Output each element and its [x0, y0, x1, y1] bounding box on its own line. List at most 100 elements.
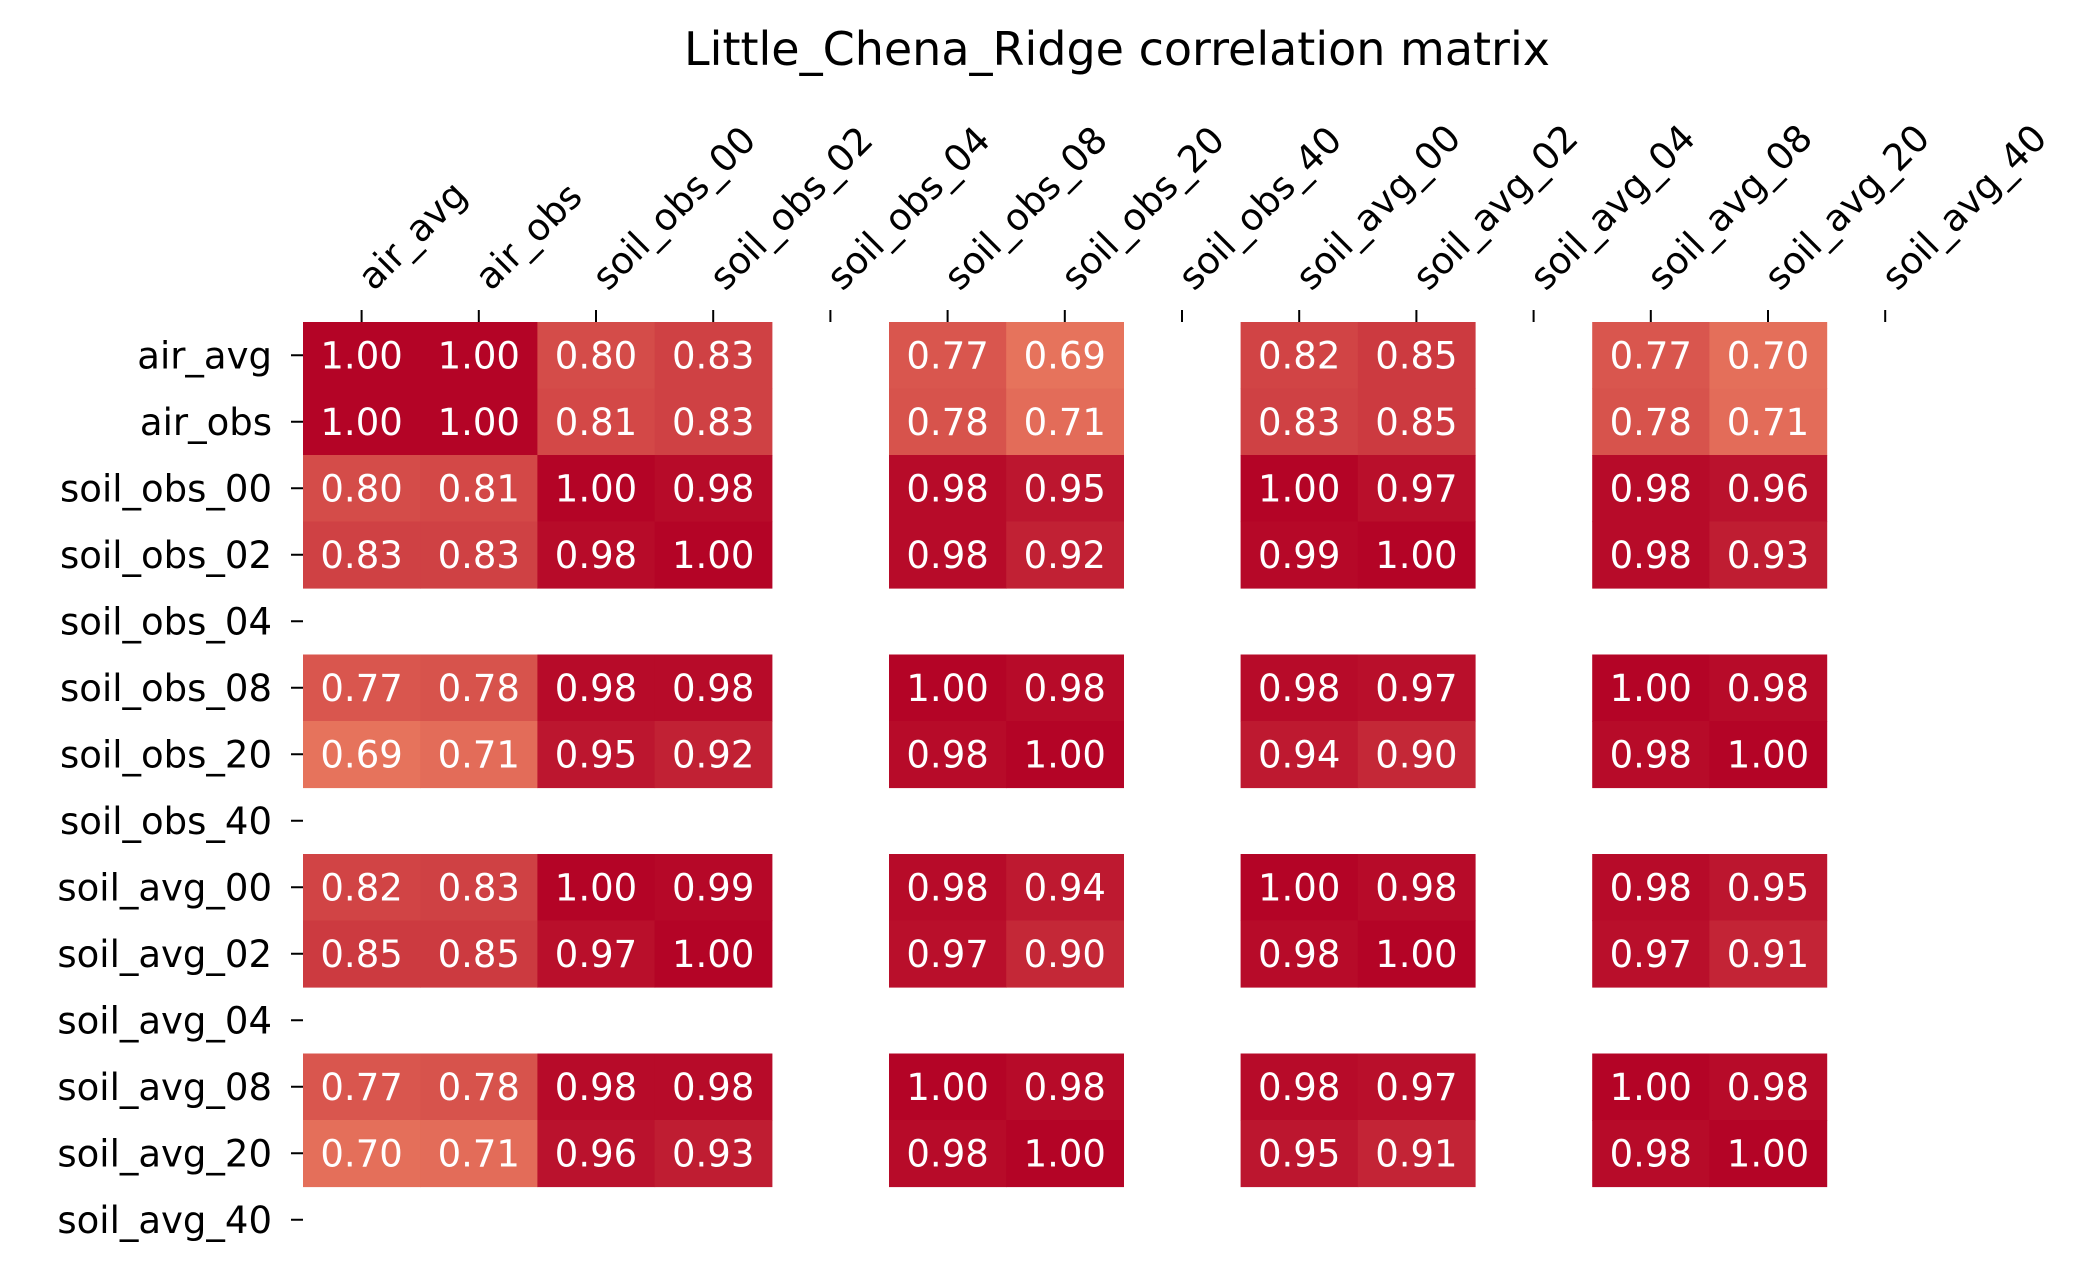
- heatmap-cell: [303, 388, 421, 456]
- cell-value-label: 0.98: [1375, 866, 1457, 909]
- heatmap-cell: [1709, 322, 1828, 390]
- x-tick-label-air-avg: air_avg: [350, 173, 476, 299]
- heatmap-cell: [537, 721, 656, 789]
- cell-value-label: 0.71: [1024, 401, 1106, 444]
- heatmap-cell: [303, 322, 421, 390]
- cell-value-label: 0.95: [1024, 467, 1106, 510]
- heatmap-cell: [1592, 1120, 1710, 1188]
- heatmap-cell: [889, 388, 1007, 456]
- heatmap-cell: [1709, 721, 1828, 789]
- heatmap-cell: [654, 322, 773, 390]
- cell-value-label: 0.97: [1375, 667, 1457, 710]
- heatmap-cell: [1006, 721, 1124, 789]
- cell-value-label: 0.98: [1258, 1066, 1340, 1109]
- cell-value-label: 0.83: [438, 534, 520, 577]
- y-tick-label-soil-obs-40: soil_obs_40: [60, 800, 272, 843]
- cell-value-label: 0.80: [320, 467, 402, 510]
- heatmap-cell: [420, 388, 538, 456]
- cell-value-label: 0.98: [555, 534, 637, 577]
- cell-value-label: 0.97: [1610, 933, 1692, 976]
- heatmap-cell: [537, 1120, 656, 1188]
- cell-value-label: 0.81: [438, 467, 520, 510]
- cell-value-label: 0.95: [555, 733, 637, 776]
- heatmap-cell: [537, 322, 656, 390]
- heatmap-cell: [1240, 920, 1359, 988]
- cell-value-label: 0.97: [555, 933, 637, 976]
- cell-value-label: 0.85: [320, 933, 402, 976]
- heatmap-cell: [537, 521, 656, 589]
- y-tick-label-air-avg: air_avg: [137, 334, 272, 377]
- cell-value-label: 1.00: [438, 401, 520, 444]
- heatmap-cell: [889, 455, 1007, 523]
- cell-value-label: 0.98: [672, 667, 754, 710]
- heatmap-cell: [889, 721, 1007, 789]
- heatmap-cell: [1357, 920, 1476, 988]
- heatmap-cell: [1709, 654, 1828, 722]
- cell-value-label: 1.00: [1375, 534, 1457, 577]
- y-tick-label-soil-avg-04: soil_avg_04: [57, 999, 272, 1042]
- heatmap-cell: [1006, 854, 1124, 922]
- heatmap-cell: [1709, 854, 1828, 922]
- heatmap-cell: [420, 322, 538, 390]
- heatmap-cell: [1592, 654, 1710, 722]
- heatmap-cell: [303, 920, 421, 988]
- cell-value-label: 0.98: [672, 467, 754, 510]
- cell-value-label: 0.69: [1024, 334, 1106, 377]
- cell-value-label: 0.96: [1727, 467, 1809, 510]
- heatmap-cell: [537, 854, 656, 922]
- heatmap-cell: [1006, 521, 1124, 589]
- cell-value-label: 0.78: [1610, 401, 1692, 444]
- cell-value-label: 1.00: [320, 401, 402, 444]
- cell-value-label: 0.77: [1610, 334, 1692, 377]
- heatmap-cell: [1709, 388, 1828, 456]
- heatmap-cell: [889, 322, 1007, 390]
- heatmap-cell: [303, 521, 421, 589]
- heatmap-cell: [654, 1053, 773, 1121]
- heatmap-cell: [537, 920, 656, 988]
- cell-value-label: 0.98: [906, 467, 988, 510]
- y-tick-label-soil-obs-04: soil_obs_04: [60, 600, 272, 643]
- heatmap-cell: [1592, 322, 1710, 390]
- heatmap-cell: [654, 455, 773, 523]
- heatmap-cell: [1240, 521, 1359, 589]
- cell-value-label: 0.90: [1024, 933, 1106, 976]
- cell-value-label: 0.82: [1258, 334, 1340, 377]
- cell-value-label: 0.98: [1727, 667, 1809, 710]
- cell-value-label: 0.98: [1727, 1066, 1809, 1109]
- heatmap-cell: [654, 521, 773, 589]
- y-axis-ticks: air_avg air_obs soil_obs_00 soil_obs_02soil…: [57, 334, 303, 1242]
- heatmap-cell: [537, 654, 656, 722]
- heatmap-cell: [654, 388, 773, 456]
- heatmap-cell: [1357, 322, 1476, 390]
- heatmap-cell: [1357, 1053, 1476, 1121]
- y-tick-label-soil-avg-40: soil_avg_40: [57, 1199, 272, 1242]
- heatmap-cell: [1006, 1053, 1124, 1121]
- heatmap-cell: [889, 1120, 1007, 1188]
- x-axis-ticks: air_avgair_obssoil_obs_00soil_obs_02soil…: [350, 116, 2055, 322]
- heatmap-cells: 1.00 1.00 0.80 0.83 0.77 0.69 0.82 0.85 0.77 0.70…: [303, 322, 1828, 1188]
- heatmap-cell: [1357, 721, 1476, 789]
- cell-value-label: 0.98: [555, 667, 637, 710]
- cell-value-label: 0.95: [1258, 1132, 1340, 1175]
- heatmap-cell: [420, 521, 538, 589]
- y-tick-label-soil-avg-08: soil_avg_08: [57, 1066, 272, 1109]
- heatmap-cell: [1006, 388, 1124, 456]
- heatmap-cell: [1240, 388, 1359, 456]
- heatmap-cell: [889, 1053, 1007, 1121]
- cell-value-label: 1.00: [555, 467, 637, 510]
- heatmap-cell: [654, 854, 773, 922]
- heatmap-cell: [1709, 1120, 1828, 1188]
- heatmap-cell: [1240, 1120, 1359, 1188]
- heatmap-cell: [1357, 654, 1476, 722]
- heatmap-cell: [1592, 521, 1710, 589]
- cell-value-label: 0.98: [1610, 733, 1692, 776]
- heatmap-cell: [1240, 854, 1359, 922]
- cell-value-label: 0.97: [1375, 1066, 1457, 1109]
- cell-value-label: 1.00: [1024, 1132, 1106, 1175]
- cell-value-label: 0.97: [906, 933, 988, 976]
- cell-value-label: 0.98: [1024, 667, 1106, 710]
- cell-value-label: 0.98: [1610, 467, 1692, 510]
- cell-value-label: 0.69: [320, 733, 402, 776]
